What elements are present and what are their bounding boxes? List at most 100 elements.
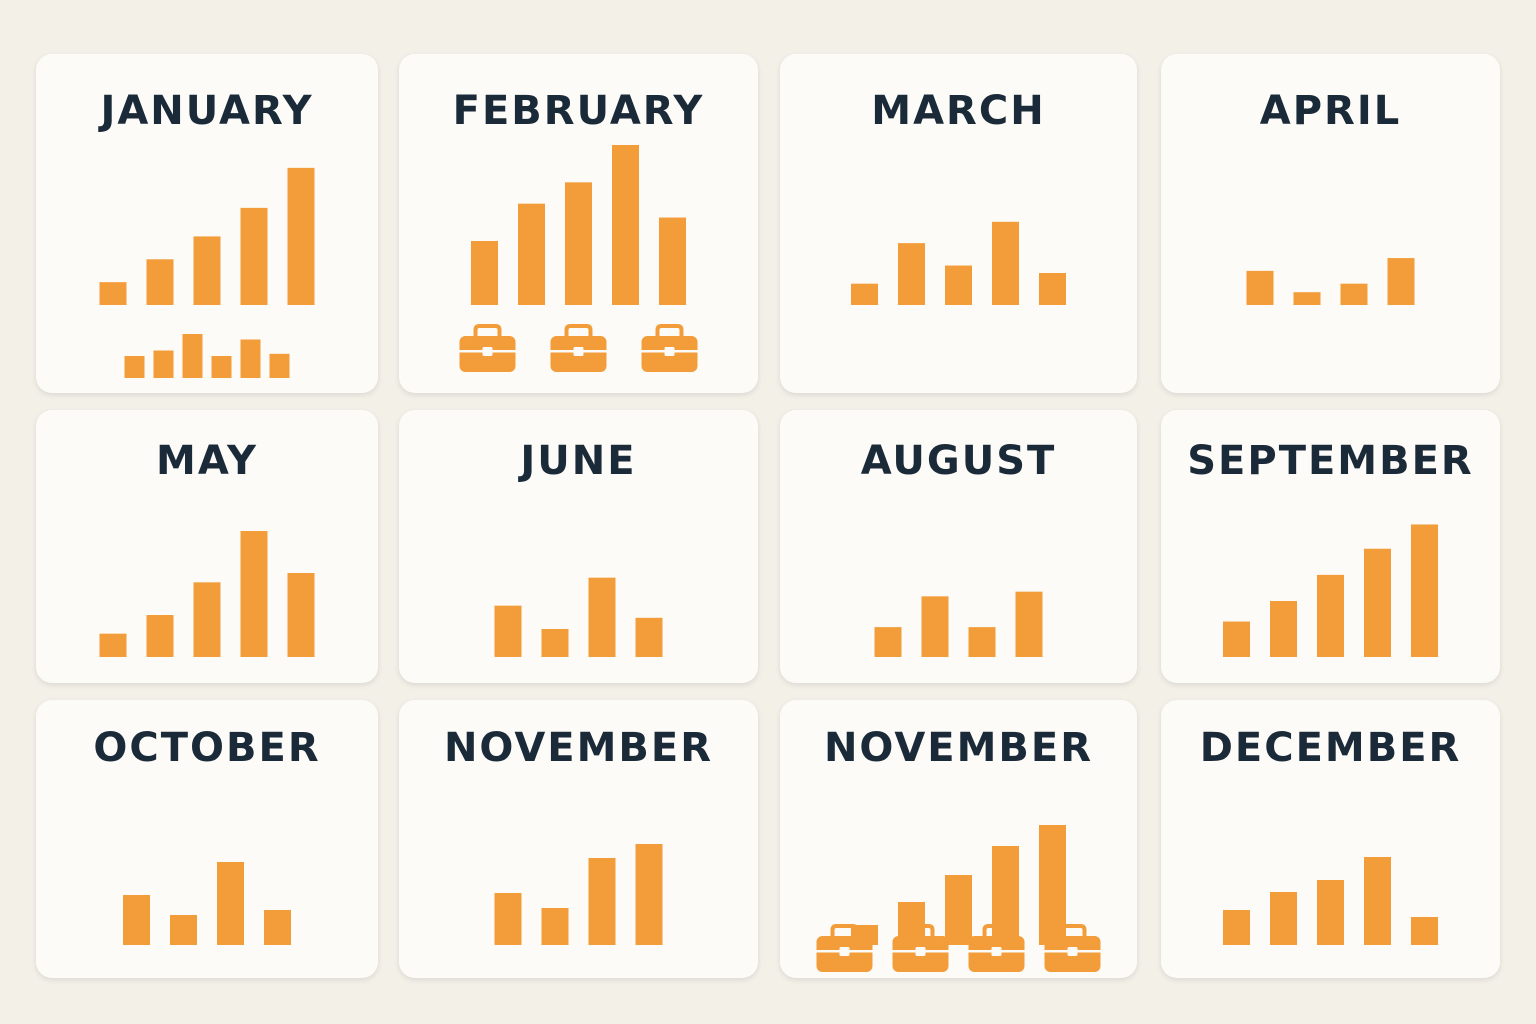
month-title: JANUARY — [100, 88, 314, 134]
mini-bar — [124, 356, 145, 378]
bar — [264, 910, 291, 945]
bar — [1317, 574, 1344, 657]
bar — [921, 596, 949, 657]
briefcase-icon — [1044, 924, 1101, 972]
month-card-may[interactable]: MAY — [36, 410, 378, 683]
bar — [1387, 258, 1415, 305]
bar — [635, 617, 663, 657]
bar-chart — [851, 221, 1066, 305]
month-card-june[interactable]: JUNE — [399, 410, 758, 683]
bar — [99, 282, 127, 305]
bar — [992, 221, 1019, 305]
mini-bar — [269, 353, 290, 378]
bar — [874, 627, 902, 657]
month-card-april[interactable]: APRIL — [1161, 54, 1500, 393]
bar — [193, 236, 221, 305]
bar — [287, 167, 315, 305]
month-title: NOVEMBER — [443, 725, 714, 771]
bar — [123, 895, 150, 945]
bar — [240, 207, 268, 305]
bar-chart — [99, 531, 315, 657]
bar — [635, 844, 663, 945]
bar — [518, 203, 545, 305]
bar — [146, 615, 174, 657]
bar — [968, 627, 996, 657]
month-title: MAY — [156, 438, 258, 484]
bar-chart — [816, 825, 1101, 972]
bar — [193, 582, 221, 657]
bar-chart — [123, 862, 291, 945]
bar — [146, 259, 174, 305]
mini-bar — [240, 339, 261, 378]
month-title: SEPTEMBER — [1187, 438, 1474, 484]
bar — [494, 605, 522, 657]
month-title: AUGUST — [860, 438, 1057, 484]
bar — [170, 915, 197, 945]
bar — [494, 893, 522, 945]
briefcase-icon — [968, 924, 1025, 972]
mini-bar — [211, 356, 232, 378]
month-title: DECEMBER — [1199, 725, 1462, 771]
bar-chart — [459, 145, 698, 372]
bar — [240, 531, 268, 657]
bar — [945, 875, 972, 945]
bar — [565, 182, 592, 305]
bar — [898, 243, 925, 305]
bar-chart — [874, 591, 1043, 657]
month-card-august[interactable]: AUGUST — [780, 410, 1137, 683]
bar — [588, 858, 616, 945]
bar — [659, 217, 686, 305]
briefcase-icon — [459, 324, 516, 372]
month-title: OCTOBER — [93, 725, 321, 771]
month-card-september[interactable]: SEPTEMBER — [1161, 410, 1500, 683]
bar — [1364, 857, 1391, 945]
bar — [588, 577, 616, 657]
bar — [992, 846, 1019, 945]
bar-chart — [1223, 857, 1438, 945]
briefcase-icon — [892, 924, 949, 972]
bar — [99, 633, 127, 657]
month-card-january[interactable]: JANUARY — [36, 54, 378, 393]
month-card-march[interactable]: MARCH — [780, 54, 1137, 393]
mini-bar — [153, 350, 174, 378]
month-card-november[interactable]: NOVEMBER — [399, 700, 758, 978]
briefcase-icon — [816, 924, 873, 972]
bar — [1223, 910, 1250, 945]
bar — [1223, 621, 1250, 657]
bar-chart — [494, 577, 663, 657]
month-title: MARCH — [871, 88, 1046, 134]
month-title: JUNE — [520, 438, 637, 484]
month-title: FEBRUARY — [452, 88, 705, 134]
month-card-november-2[interactable]: NOVEMBER — [780, 700, 1137, 978]
briefcase-icon — [550, 324, 607, 372]
month-card-october[interactable]: OCTOBER — [36, 700, 378, 978]
bar — [217, 862, 244, 945]
bar — [1411, 917, 1438, 945]
bar — [1364, 548, 1391, 657]
bar — [1039, 273, 1066, 305]
bar — [287, 573, 315, 657]
mini-bar — [182, 334, 203, 378]
bar-chart — [1246, 258, 1415, 305]
bar — [1317, 880, 1344, 945]
bar — [851, 283, 878, 305]
bar — [1270, 892, 1297, 945]
bar — [1246, 270, 1274, 305]
bar — [1293, 292, 1321, 305]
month-card-february[interactable]: FEBRUARY — [399, 54, 758, 393]
bar — [541, 908, 569, 945]
bar — [1015, 591, 1043, 657]
bar-chart — [494, 844, 663, 945]
month-card-december[interactable]: DECEMBER — [1161, 700, 1500, 978]
bar — [1411, 524, 1438, 657]
month-title: NOVEMBER — [823, 725, 1094, 771]
bar — [1270, 601, 1297, 657]
bar-chart — [99, 167, 315, 378]
bar — [945, 265, 972, 305]
briefcase-icon — [641, 324, 698, 372]
bar-chart — [1223, 524, 1438, 657]
bar — [471, 241, 498, 305]
bar — [541, 629, 569, 657]
bar — [1340, 283, 1368, 305]
month-title: APRIL — [1259, 88, 1402, 134]
